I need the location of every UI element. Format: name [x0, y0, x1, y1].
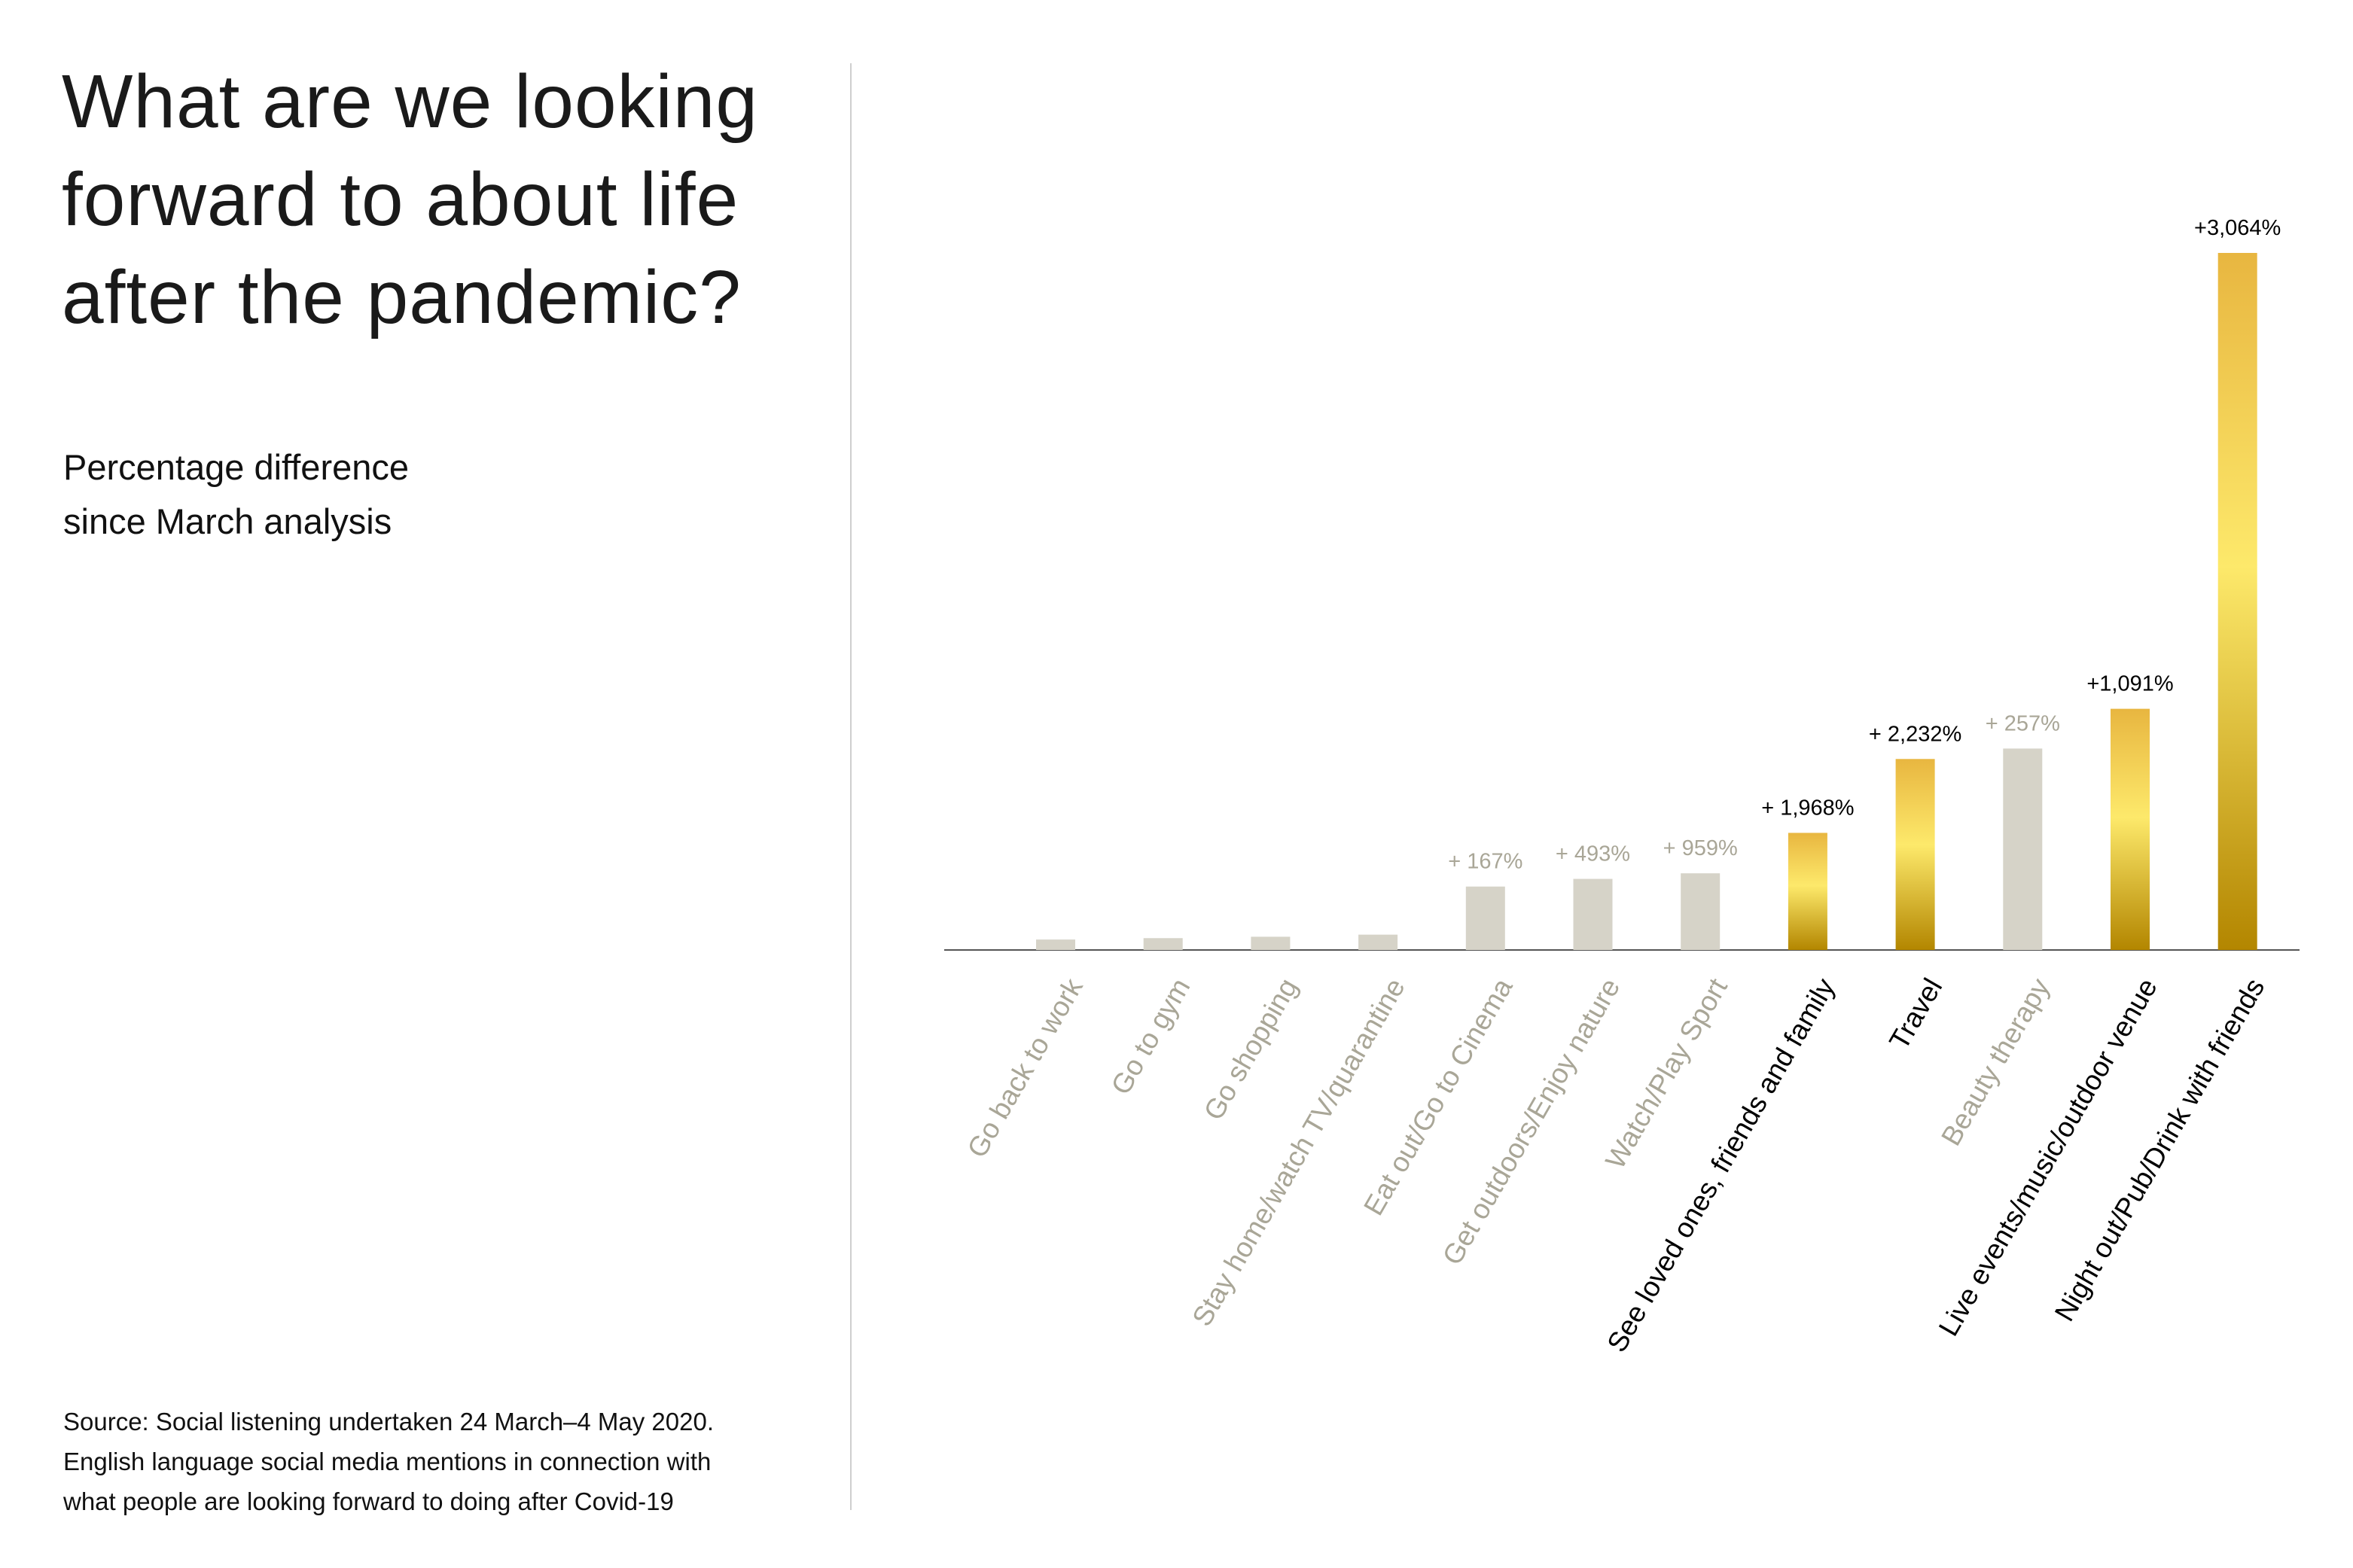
- category-label-6: Watch/Play Sport: [1599, 973, 1733, 1174]
- data-label-7: + 1,968%: [1761, 796, 1854, 820]
- data-label-5: + 493%: [1556, 842, 1630, 866]
- category-label-1: Go to gym: [1105, 973, 1196, 1100]
- bar-0: [1036, 939, 1075, 950]
- bar-3: [1358, 934, 1398, 950]
- data-label-4: + 167%: [1448, 850, 1522, 874]
- bar-8: [1895, 759, 1935, 950]
- data-label-10: +1,091%: [2086, 672, 2173, 696]
- bar-11: [2217, 253, 2257, 950]
- category-label-2: Go shopping: [1198, 973, 1303, 1125]
- source-note: Source: Social listening undertaken 24 M…: [63, 1402, 831, 1521]
- bar-2: [1251, 936, 1291, 950]
- bar-7: [1788, 833, 1827, 950]
- bar-5: [1573, 878, 1613, 950]
- divider: [850, 63, 852, 1510]
- bar-6: [1681, 873, 1721, 950]
- source-line-1: Source: Social listening undertaken 24 M…: [63, 1408, 715, 1436]
- data-label-6: + 959%: [1663, 836, 1738, 860]
- bar-9: [2003, 748, 2043, 950]
- data-label-8: + 2,232%: [1869, 722, 1961, 746]
- category-label-10: Live events/music/outdoor venue: [1933, 973, 2163, 1341]
- category-label-0: Go back to work: [962, 973, 1089, 1162]
- subtitle-line-1: Percentage difference: [63, 447, 410, 487]
- data-label-9: + 257%: [1986, 711, 2060, 735]
- page-title: What are we looking forward to about lif…: [62, 59, 759, 339]
- category-label-5: Get outdoors/Enjoy nature: [1437, 973, 1626, 1271]
- category-label-7: See loved ones, friends and family: [1601, 973, 1841, 1357]
- bar-1: [1143, 938, 1183, 950]
- category-label-9: Beauty therapy: [1935, 973, 2056, 1150]
- source-line-3: what people are looking forward to doing…: [63, 1487, 674, 1515]
- category-label-11: Night out/Pub/Drink with friends: [2049, 973, 2271, 1326]
- subtitle-line-2: since March analysis: [63, 501, 392, 541]
- bar-4: [1465, 886, 1505, 950]
- data-label-11: +3,064%: [2194, 216, 2281, 240]
- category-label-8: Travel: [1883, 973, 1948, 1055]
- source-line-2: English language social media mentions i…: [63, 1448, 712, 1475]
- chart-subtitle: Percentage difference since March analys…: [63, 440, 590, 549]
- bar-10: [2111, 708, 2150, 950]
- category-label-3: Stay home/watch TV/quarantine: [1186, 973, 1410, 1332]
